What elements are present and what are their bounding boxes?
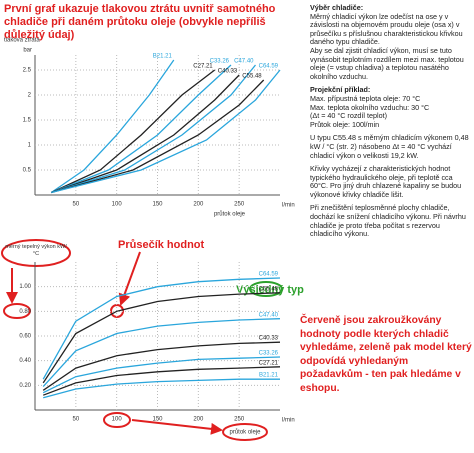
paragraph: Křivky vycházejí z charakteristických ho… bbox=[310, 164, 462, 199]
series-line bbox=[51, 64, 257, 194]
heading: Výběr chladiče: bbox=[310, 3, 364, 12]
x-tick-label: 200 bbox=[193, 202, 204, 208]
x-unit: l/min bbox=[282, 418, 295, 424]
series-line bbox=[51, 74, 240, 194]
x-tick-label: 200 bbox=[193, 417, 204, 423]
series-label: C33.26 bbox=[259, 351, 279, 357]
x-axis-label: průtok oleje bbox=[229, 429, 261, 436]
series-line bbox=[43, 378, 280, 399]
arrow bbox=[118, 251, 141, 306]
series-line bbox=[51, 64, 232, 194]
series-line bbox=[50, 59, 175, 194]
series-label: C64.59 bbox=[259, 272, 279, 278]
x-unit: l/min bbox=[282, 203, 295, 209]
paragraph: Měrný chladicí výkon lze odečíst na ose … bbox=[310, 11, 464, 81]
y-tick-label: 0.5 bbox=[23, 168, 32, 174]
series-line bbox=[42, 341, 281, 391]
series-label: C27.21 bbox=[259, 360, 279, 366]
series-line bbox=[42, 356, 281, 394]
y-tick-label: 1 bbox=[28, 143, 32, 149]
series-label: C55.48 bbox=[242, 74, 262, 80]
series-line bbox=[51, 79, 265, 194]
intersection-label: Průsečík hodnot bbox=[118, 239, 205, 251]
y-axis-label: tlaková ztráta bbox=[4, 38, 40, 44]
x-tick-label: 150 bbox=[152, 417, 163, 423]
paragraph: U typu C55.48 s měrným chladicím výkonem… bbox=[310, 133, 469, 160]
y-axis-label: měrný tepelný výkon kW/°C bbox=[5, 244, 67, 257]
y-tick-label: 0.40 bbox=[19, 358, 31, 364]
series-label: C33.26 bbox=[210, 59, 230, 65]
x-tick-label: 50 bbox=[72, 202, 79, 208]
series-label: C40.33 bbox=[259, 336, 279, 342]
sidebar: Výběr chladiče: Měrný chladicí výkon lze … bbox=[310, 3, 470, 244]
series-line bbox=[51, 69, 281, 194]
y-tick-label: 1.5 bbox=[23, 118, 32, 124]
series-label: C55.48 bbox=[259, 286, 279, 292]
ellipse bbox=[1, 239, 71, 267]
series-label: C64.59 bbox=[259, 64, 279, 70]
x-tick-label: 100 bbox=[112, 417, 123, 423]
series-line bbox=[51, 69, 216, 194]
series-line bbox=[42, 366, 281, 396]
x-tick-label: 150 bbox=[152, 202, 163, 208]
series-line bbox=[42, 277, 281, 380]
series-label: B21.21 bbox=[153, 54, 173, 60]
y-tick-label: 2.5 bbox=[23, 68, 32, 74]
ellipse bbox=[3, 303, 31, 319]
heading: Projekční příklad: bbox=[310, 85, 371, 95]
y-tick-label: 0.60 bbox=[19, 334, 31, 340]
series-line bbox=[42, 318, 281, 388]
paragraph: Při znečištění teplosměnné plochy chladi… bbox=[310, 203, 466, 239]
ellipse bbox=[222, 423, 268, 441]
result-ellipse bbox=[249, 281, 283, 297]
series-label: B21.21 bbox=[259, 373, 279, 379]
x-tick-label: 250 bbox=[234, 417, 245, 423]
series-label: C47.40 bbox=[234, 59, 254, 65]
title: První graf ukazuje tlakovou ztrátu uvnit… bbox=[4, 3, 276, 41]
series-label: C27.21 bbox=[193, 64, 213, 70]
series-line bbox=[42, 292, 281, 384]
x-axis-label: průtok oleje bbox=[214, 211, 246, 218]
y-tick-label: 2 bbox=[28, 93, 32, 99]
y-tick-label: 0.20 bbox=[19, 383, 31, 389]
note: Červeně jsou zakroužkovány hodnoty podle… bbox=[300, 315, 472, 394]
y-tick-label: 1.00 bbox=[19, 284, 31, 290]
series-label: C47.40 bbox=[259, 312, 279, 318]
x-tick-label: 250 bbox=[234, 202, 245, 208]
x-tick-label: 100 bbox=[112, 202, 123, 208]
paragraph: Max. přípustná teplota oleje: 70 °C Max.… bbox=[310, 93, 430, 129]
ellipse bbox=[103, 412, 131, 428]
y-unit: bar bbox=[23, 48, 32, 54]
series-label: C40.33 bbox=[218, 69, 238, 75]
arrow bbox=[131, 419, 223, 435]
y-tick-label: 0.80 bbox=[19, 309, 31, 315]
x-tick-label: 50 bbox=[72, 417, 79, 423]
